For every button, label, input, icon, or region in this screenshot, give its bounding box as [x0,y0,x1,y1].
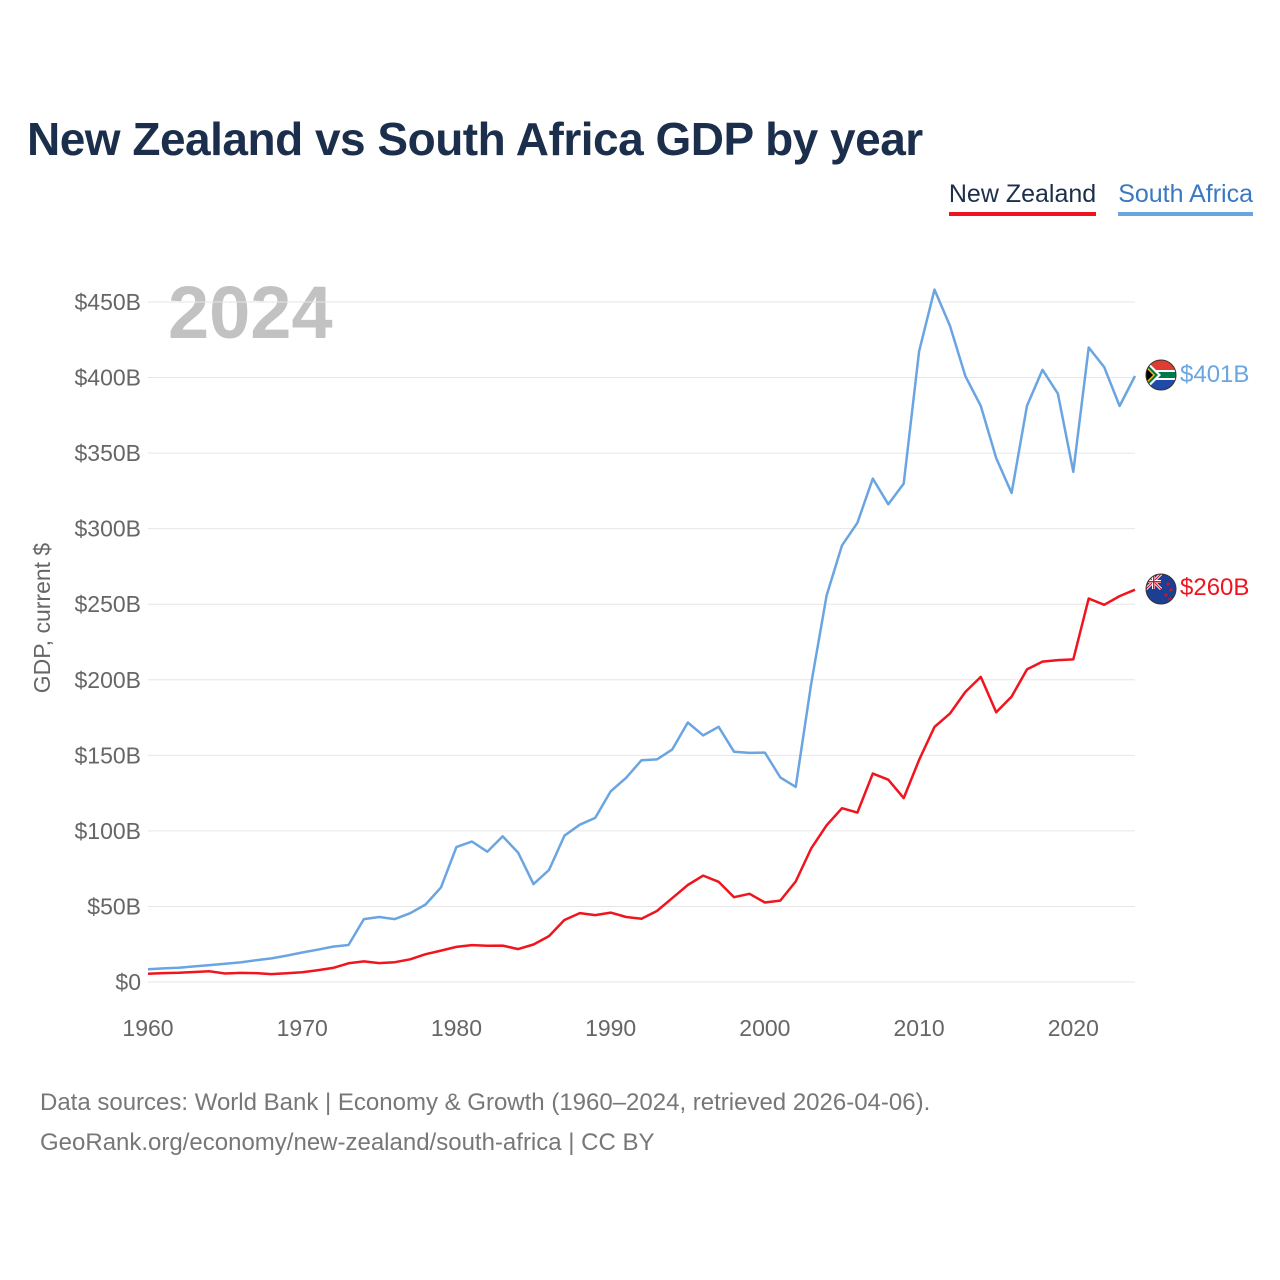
year-watermark: 2024 [168,271,333,354]
y-tick-label: $400B [74,365,141,391]
legend-item-new-zealand[interactable]: New Zealand [948,180,1097,216]
y-axis-label: GDP, current $ [29,543,55,694]
y-tick-label: $100B [74,818,141,844]
y-tick-label: $150B [74,742,141,768]
y-tick-label: $350B [74,440,141,466]
gridlines [148,301,1135,983]
x-tick-label: 2010 [894,1015,945,1041]
south-africa-flag-icon [1145,359,1177,391]
y-tick-label: $450B [74,289,141,315]
y-tick-label: $300B [74,516,141,542]
footer: Data sources: World Bank | Economy & Gro… [40,1083,930,1163]
line-chart: 2024 $0 $50B $100B $150B $200B $250B $300B $350… [29,271,1249,1041]
x-tick-label: 1970 [277,1015,328,1041]
x-tick-labels: 1960 1970 1980 1990 2000 2010 2020 [122,1015,1098,1041]
new-zealand-flag-icon [1145,573,1177,605]
x-tick-label: 2000 [739,1015,790,1041]
y-tick-label: $0 [115,969,141,995]
y-tick-label: $250B [74,591,141,617]
x-tick-label: 2020 [1048,1015,1099,1041]
y-tick-label: $200B [74,667,141,693]
end-value-label-new-zealand: $260B [1180,574,1249,601]
legend-item-south-africa[interactable]: South Africa [1118,180,1253,216]
legend: New Zealand South Africa [948,180,1253,216]
x-tick-label: 1960 [122,1015,173,1041]
x-tick-label: 1990 [585,1015,636,1041]
x-tick-label: 1980 [431,1015,482,1041]
series-line-new-zealand[interactable] [147,588,1136,976]
chart-title: New Zealand vs South Africa GDP by year [27,113,923,165]
source-link[interactable]: GeoRank.org/economy/new-zealand/south-af… [40,1129,655,1156]
y-tick-label: $50B [87,893,141,919]
data-sources-text: Data sources: World Bank | Economy & Gro… [40,1089,931,1116]
y-tick-labels: $0 $50B $100B $150B $200B $250B $300B $350B $400… [74,289,141,995]
end-value-label-south-africa: $401B [1180,361,1249,388]
series-line-south-africa[interactable] [147,288,1137,971]
